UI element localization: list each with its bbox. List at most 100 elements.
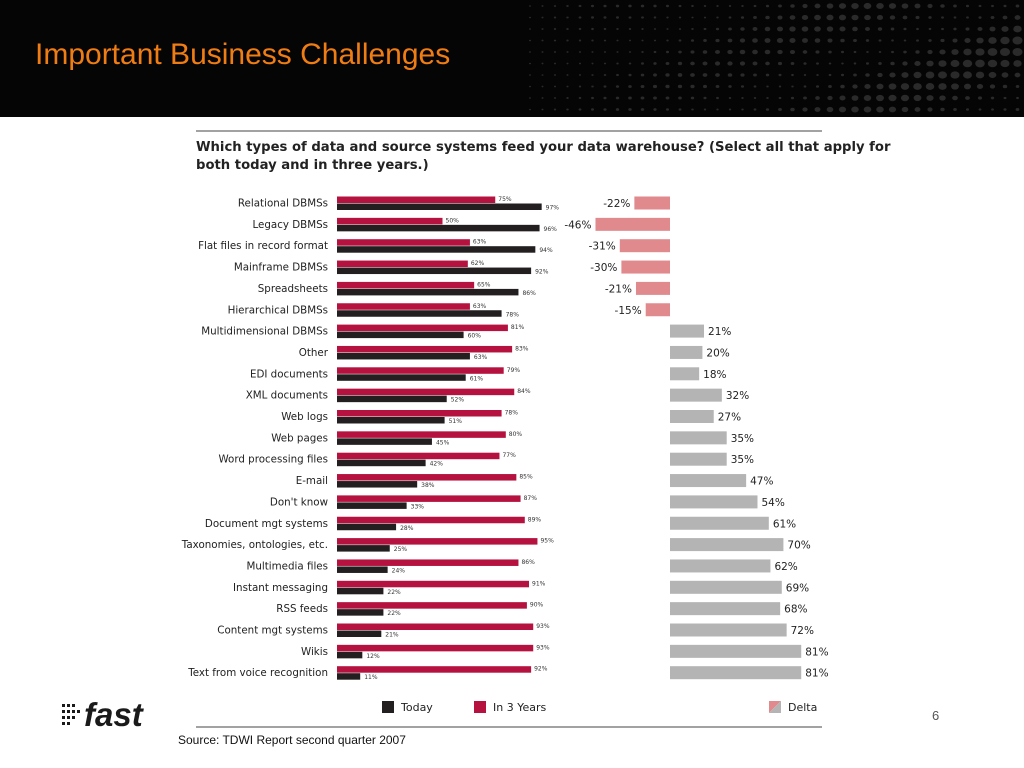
header-dot	[802, 38, 808, 43]
bar-delta	[670, 410, 714, 423]
bar-in3years	[337, 260, 468, 268]
header-dot	[752, 49, 758, 55]
bar-in3years	[337, 388, 515, 396]
header-dot	[727, 49, 733, 55]
header-dot	[802, 50, 808, 54]
header-dot	[529, 51, 531, 53]
bar-delta	[670, 431, 727, 445]
header-dot	[603, 73, 607, 77]
bar-delta	[670, 367, 700, 381]
bar-label-today: 11%	[364, 674, 378, 681]
header-dot	[975, 59, 985, 68]
header-dot	[578, 108, 582, 111]
bar-in3years	[337, 303, 470, 310]
header-dot	[888, 94, 897, 102]
category-label: Legacy DBMSs	[252, 219, 328, 231]
bar-today	[337, 673, 361, 680]
header-dot	[888, 83, 897, 90]
header-dot	[950, 59, 960, 68]
header-dot	[865, 73, 870, 77]
bar-today	[337, 438, 432, 445]
header-dot	[678, 28, 682, 30]
header-dot	[741, 97, 744, 99]
bar-label-today: 24%	[392, 567, 406, 574]
header-dot	[578, 74, 582, 76]
bar-in3years	[337, 623, 534, 630]
bar-today	[337, 566, 388, 573]
bar-label-today: 22%	[387, 589, 401, 596]
header-dot	[916, 39, 919, 42]
bar-label-in3years: 75%	[498, 196, 512, 203]
header-dot	[752, 38, 758, 43]
bar-label-today: 51%	[449, 418, 463, 425]
header-dot	[727, 73, 733, 77]
header-dot	[740, 27, 745, 31]
header-dot	[553, 28, 557, 30]
header-dot	[777, 61, 783, 66]
header-dot	[740, 16, 745, 19]
header-dot	[790, 4, 795, 8]
header-dot	[913, 71, 922, 79]
header-dot	[578, 51, 582, 53]
header-dot	[778, 96, 782, 100]
legend-label-in3years: In 3 Years	[493, 701, 546, 714]
bar-label-in3years: 84%	[517, 388, 531, 395]
header-dot	[628, 16, 632, 19]
header-dot	[965, 108, 970, 111]
header-dot	[888, 3, 897, 9]
header-dot	[778, 73, 782, 77]
header-dot	[1012, 36, 1023, 45]
bar-label-today: 92%	[535, 269, 549, 276]
header-dot	[753, 15, 757, 20]
bar-label-in3years: 63%	[473, 303, 487, 310]
header-dot	[839, 95, 846, 101]
header-dot	[678, 96, 682, 100]
bar-in3years	[337, 666, 532, 673]
bar-label-delta: 70%	[787, 540, 810, 552]
header-dot	[653, 62, 657, 65]
bar-in3years	[337, 217, 443, 225]
bar-delta	[670, 580, 782, 594]
header-dot	[939, 49, 946, 55]
header-dot	[791, 85, 794, 88]
header-dot	[876, 2, 884, 10]
header-dot	[665, 84, 670, 89]
bar-label-today: 21%	[385, 632, 399, 639]
bars-group: Relational DBMSs 75% 97% -22% Legacy DBMSs 50…	[181, 196, 829, 681]
legend-swatch-today	[382, 701, 394, 713]
header-dot	[928, 16, 932, 19]
header-dot	[653, 108, 657, 111]
header-dot	[926, 60, 934, 67]
header-dot	[1000, 59, 1010, 68]
bar-label-today: 60%	[468, 333, 482, 340]
header-dot	[590, 108, 595, 111]
bar-label-today: 28%	[400, 525, 414, 532]
header-dot	[703, 108, 707, 111]
header-dot	[728, 108, 732, 111]
header-dot	[529, 39, 531, 42]
header-dot	[841, 62, 844, 65]
header-dot	[640, 4, 645, 8]
header-dot	[853, 50, 857, 54]
bar-label-in3years: 50%	[446, 217, 460, 224]
header-dot	[953, 108, 957, 111]
header-dot	[1016, 96, 1019, 100]
header-dot	[902, 61, 908, 66]
header-dot	[591, 85, 594, 88]
bar-label-in3years: 78%	[505, 410, 519, 417]
header-dot	[752, 61, 758, 66]
header-dot	[988, 71, 997, 79]
header-dot	[753, 97, 757, 99]
header-dot	[553, 108, 557, 111]
header-dot	[691, 16, 694, 19]
category-label: Flat files in record format	[198, 240, 328, 252]
header-dot	[541, 97, 544, 99]
header-dot	[790, 107, 795, 112]
header-dot	[851, 2, 859, 10]
header-dot	[541, 5, 544, 7]
header-dot	[715, 50, 720, 54]
header-dot	[541, 74, 544, 76]
header-dot	[826, 106, 834, 113]
header-dot	[541, 62, 544, 65]
bar-label-today: 42%	[430, 461, 444, 468]
